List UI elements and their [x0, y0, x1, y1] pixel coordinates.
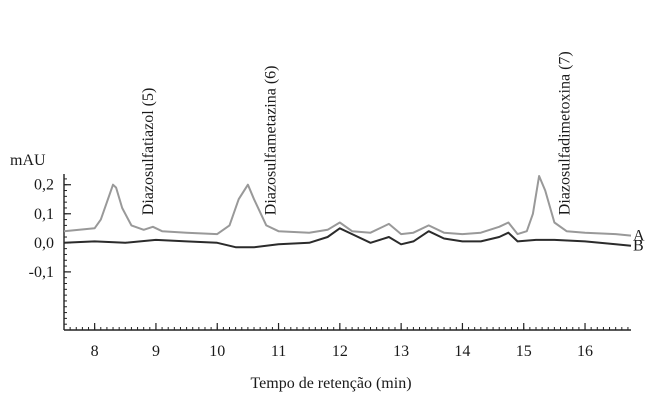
x-tick-label: 9 — [152, 343, 160, 360]
series-line-b — [63, 227, 632, 249]
x-tick-label: 14 — [454, 343, 470, 360]
x-tick-label: 15 — [516, 343, 532, 360]
x-tick-label: 12 — [332, 343, 348, 360]
y-tick-label: 0,2 — [34, 177, 54, 194]
y-tick-label: 0,0 — [34, 235, 54, 252]
peak-annotation: Diazosulfatiazol (5) — [140, 88, 157, 216]
series-label-b: B — [633, 238, 644, 255]
x-tick-label: 11 — [271, 343, 286, 360]
annotations-group: Diazosulfatiazol (5) Diazosulfametazina (… — [140, 51, 574, 215]
y-axis-label: mAU — [10, 152, 46, 169]
peak-annotation: Diazosulfadimetoxina (7) — [557, 51, 574, 215]
x-tick-label: 8 — [91, 343, 99, 360]
y-tick-label: -0,1 — [29, 264, 54, 281]
series-group: AB — [63, 175, 645, 255]
y-tick-label: 0,1 — [34, 206, 54, 223]
peak-annotation: Diazosulfametazina (6) — [263, 65, 280, 215]
series-label-a: A — [633, 228, 645, 245]
x-tick-label: 13 — [393, 343, 409, 360]
x-tick-label: 10 — [209, 343, 225, 360]
x-tick-label: 16 — [577, 343, 593, 360]
series-line-a — [63, 175, 632, 237]
x-axis-label: Tempo de retenção (min) — [250, 375, 411, 392]
axes: 0,2 0,1 0,0 -0,1 8 9 10 11 12 13 14 15 16 — [29, 174, 631, 360]
